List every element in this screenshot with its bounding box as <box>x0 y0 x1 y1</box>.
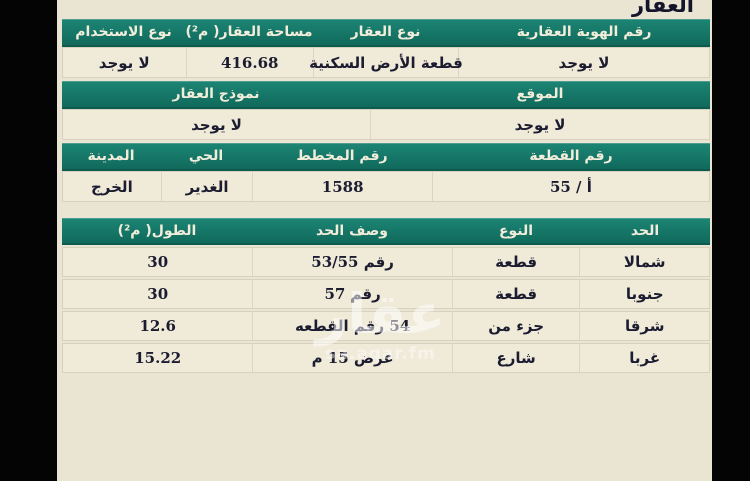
boundary-direction: جنوبا <box>579 280 709 308</box>
boundary-row-west: غربا شارع عرض 15 م 15.22 <box>62 343 710 373</box>
boundary-description: عرض 15 م <box>252 344 451 372</box>
header-property-id: رقم الهوية العقارية <box>516 24 652 40</box>
value-usage-type: لا يوجد <box>98 53 150 72</box>
right-letterbox-bar <box>712 0 750 481</box>
boundaries-header-row: الحد النوع وصف الحد الطول( م²) <box>62 218 710 245</box>
boundary-row-south: جنوبا قطعة رقم 57 30 <box>62 279 710 309</box>
property-identity-value-row: لا يوجد قطعة الأرض السكنية 416.68 لا يوج… <box>62 47 710 78</box>
boundary-length: 30 <box>147 253 169 271</box>
boundaries-table: الحد النوع وصف الحد الطول( م²) شمالا قطع… <box>62 218 710 373</box>
value-property-type: قطعة الأرض السكنية <box>309 48 463 77</box>
header-boundary-type: النوع <box>498 222 534 239</box>
boundary-direction: شمالا <box>579 248 709 276</box>
boundary-row-north: شمالا قطعة رقم 53/55 30 <box>62 247 710 277</box>
header-city: المدينة <box>87 148 135 164</box>
boundary-length: 12.6 <box>139 317 176 335</box>
value-city: الخرج <box>90 177 133 196</box>
value-property-id: لا يوجد <box>458 48 709 77</box>
header-location: الموقع <box>516 86 564 102</box>
boundary-type: قطعة <box>451 248 580 276</box>
boundary-row-east: شرقا جزء من 54 رقم القطعه 12.6 <box>62 311 710 341</box>
value-district: الغدير <box>160 172 253 201</box>
header-boundary: الحد <box>630 222 660 239</box>
property-identity-header-row: رقم الهوية العقارية نوع العقار مساحة الع… <box>62 19 710 47</box>
plot-info-header-row: رقم القطعة رقم المخطط الحي المدينة <box>62 143 710 171</box>
header-property-type: نوع العقار <box>350 24 421 40</box>
header-district: الحي <box>188 148 224 164</box>
boundary-type: شارع <box>451 344 580 372</box>
boundary-description: رقم 53/55 <box>252 248 451 276</box>
page-title: العقار <box>631 0 694 17</box>
boundary-description: 54 رقم القطعه <box>252 312 451 340</box>
location-model-table: الموقع نموذج العقار لا يوجد لا يوجد <box>62 81 710 140</box>
document-content: رقم الهوية العقارية نوع العقار مساحة الع… <box>57 0 712 481</box>
value-property-area: 416.68 <box>185 48 314 77</box>
location-model-value-row: لا يوجد لا يوجد <box>62 109 710 140</box>
boundary-length: 15.22 <box>134 349 182 367</box>
value-property-model: لا يوجد <box>191 115 242 134</box>
header-plan-number: رقم المخطط <box>296 148 388 164</box>
plot-info-value-row: أ / 55 1588 الغدير الخرج <box>62 171 710 202</box>
boundary-direction: غربا <box>579 344 709 372</box>
value-location: لا يوجد <box>370 110 709 139</box>
header-usage-type: نوع الاستخدام <box>75 24 172 40</box>
header-boundary-length: الطول( م²) <box>117 222 197 239</box>
header-property-model: نموذج العقار <box>172 86 260 102</box>
property-identity-table: رقم الهوية العقارية نوع العقار مساحة الع… <box>62 19 710 78</box>
header-plot-number: رقم القطعة <box>529 148 613 164</box>
location-model-header-row: الموقع نموذج العقار <box>62 81 710 109</box>
boundary-type: جزء من <box>451 312 580 340</box>
header-property-area: مساحة العقار( م²) <box>185 24 313 40</box>
header-boundary-description: وصف الحد <box>316 222 389 239</box>
left-letterbox-bar <box>0 0 57 481</box>
value-plot-number: أ / 55 <box>431 172 709 201</box>
boundary-direction: شرقا <box>579 312 709 340</box>
boundary-length: 30 <box>147 285 169 303</box>
plot-info-table: رقم القطعة رقم المخطط الحي المدينة أ / 5… <box>62 143 710 202</box>
boundary-type: قطعة <box>451 280 580 308</box>
value-plan-number: 1588 <box>252 172 431 201</box>
boundary-description: رقم 57 <box>252 280 451 308</box>
